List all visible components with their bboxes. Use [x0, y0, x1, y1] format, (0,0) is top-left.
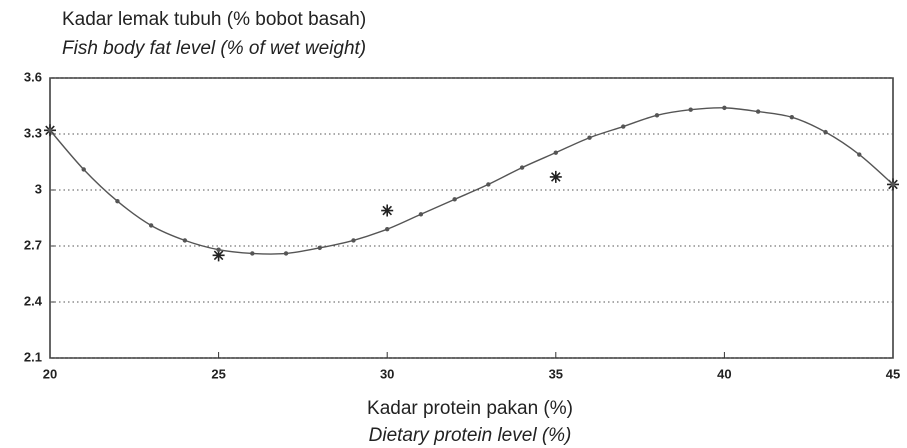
chart-title: Kadar lemak tubuh (% bobot basah) — [62, 9, 366, 30]
observed-point — [212, 249, 225, 262]
x-tick-label: 45 — [886, 366, 900, 381]
x-axis-label-sub: Dietary protein level (%) — [369, 425, 572, 446]
y-tick-label: 3.3 — [24, 125, 42, 140]
fit-point — [250, 251, 255, 256]
fit-curve — [49, 107, 894, 255]
fit-point — [486, 182, 491, 187]
fit-point — [890, 182, 896, 187]
observed-point — [381, 204, 394, 217]
fit-point — [553, 150, 558, 155]
x-tick-label: 30 — [380, 366, 394, 381]
fit-point — [755, 109, 761, 114]
x-tick-label: 20 — [43, 366, 57, 381]
fit-point — [654, 113, 660, 118]
fit-point — [351, 238, 356, 243]
fit-point — [789, 115, 795, 120]
plot-frame — [49, 77, 894, 359]
fit-point — [688, 107, 693, 112]
fit-point — [587, 135, 592, 140]
x-tick-label: 35 — [549, 366, 563, 381]
x-tick-label: 25 — [211, 366, 225, 381]
fit-point — [216, 247, 221, 252]
fit-point — [621, 124, 626, 129]
fit-point — [418, 212, 424, 217]
fit-point — [115, 199, 120, 204]
fit-point — [519, 165, 525, 170]
fit-point — [81, 167, 86, 172]
fit-point — [317, 245, 322, 251]
fit-point — [722, 105, 727, 111]
fit-point — [182, 238, 188, 243]
fit-point — [452, 197, 457, 202]
x-axis-label: Kadar protein pakan (%) — [367, 398, 573, 419]
fit-point — [857, 152, 862, 157]
observed-point — [549, 170, 562, 183]
y-tick-label: 3.6 — [24, 69, 42, 84]
chart-subtitle: Fish body fat level (% of wet weight) — [62, 38, 366, 59]
fit-point — [283, 251, 289, 256]
fit-point — [148, 223, 154, 228]
y-tick-label: 3 — [35, 181, 42, 196]
fit-point — [47, 128, 53, 133]
y-tick-label: 2.7 — [24, 237, 42, 252]
fit-point — [823, 129, 828, 135]
x-tick-label: 40 — [717, 366, 731, 381]
y-tick-label: 2.1 — [24, 349, 42, 364]
fit-point — [385, 227, 390, 232]
y-tick-label: 2.4 — [24, 293, 43, 308]
